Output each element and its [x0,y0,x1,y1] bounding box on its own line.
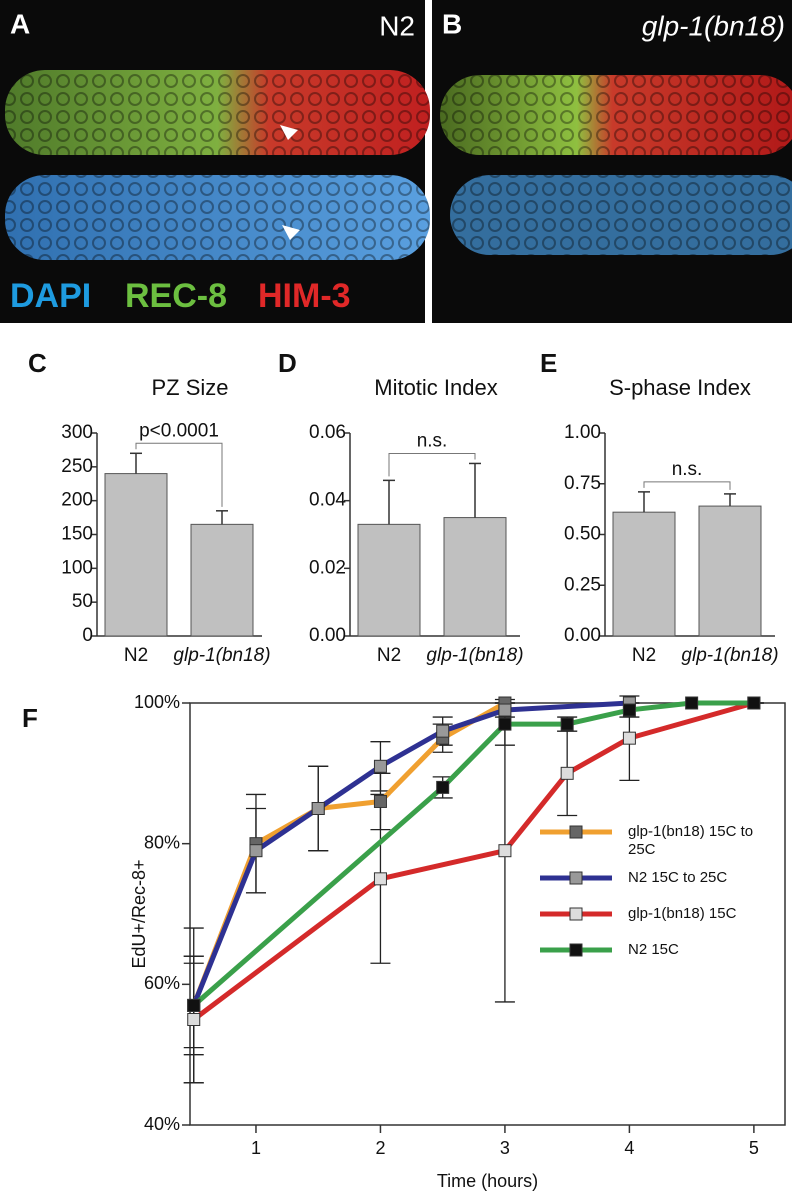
series-line [191,700,507,1007]
y-tick-label: 200 [61,490,93,511]
stain-label: DAPI [10,277,91,315]
data-point [622,731,636,745]
y-tick-label: 50 [72,591,93,612]
panel-label: E [540,348,557,378]
data-point [373,794,387,808]
significance-bracket [388,452,476,477]
legend-label: N2 15C [628,941,679,958]
x-tick-label: N2 [632,645,656,666]
panel-label: C [28,348,47,378]
data-point [622,703,636,717]
x-axis-title: Time (hours) [437,1171,538,1191]
legend-label: glp-1(bn18) 15C to 25C [628,823,754,858]
bar [443,517,507,637]
data-point [436,724,450,738]
y-tick-label: 0 [82,625,93,646]
legend-marker [569,907,583,921]
annotation: p<0.0001 [139,420,219,441]
y-tick-label: 60% [144,973,180,993]
y-tick-label: 0.06 [309,422,346,443]
y-tick-label: 0.75 [564,473,601,494]
x-tick-label: glp-1(bn18) [426,645,523,666]
data-point [187,998,201,1012]
image-panel-b [432,0,792,323]
significance-bracket [643,481,731,490]
strain-label: glp-1(bn18) [642,10,785,41]
bar [612,511,676,637]
data-point [311,802,325,815]
legend-marker [569,943,583,957]
data-point [436,780,450,794]
y-tick-label: 0.00 [309,625,346,646]
significance-bracket [135,442,223,507]
panel-label: F [22,703,38,733]
chart-title: PZ Size [151,375,228,400]
y-tick-label: 0.50 [564,524,601,545]
plot-frame [189,702,786,1126]
strain-label: N2 [379,10,415,41]
legend-marker [569,871,583,885]
x-tick-label: glp-1(bn18) [173,645,270,666]
y-tick-label: 0.25 [564,574,601,595]
x-tick-label: N2 [124,645,148,666]
y-tick-label: 0.02 [309,557,346,578]
panel-label: B [442,8,462,39]
y-tick-label: 100% [134,692,180,712]
y-tick-label: 300 [61,422,93,443]
x-tick-label: 5 [749,1138,759,1158]
data-point [747,696,761,710]
data-point [560,717,574,731]
annotation: n.s. [417,430,448,451]
data-point [373,759,387,773]
stain-label: REC-8 [125,277,227,315]
data-point [498,844,512,858]
y-tick-label: 100 [61,557,93,578]
y-tick-label: 1.00 [564,422,601,443]
y-tick-label: 250 [61,456,93,477]
y-tick-label: 0.00 [564,625,601,646]
bar [357,523,421,637]
panel-label: D [278,348,297,378]
image-panel-a [0,0,430,323]
y-tick-label: 80% [144,832,180,852]
bar [698,505,762,637]
x-tick-label: 3 [500,1138,510,1158]
y-tick-label: 150 [61,524,93,545]
x-tick-label: 1 [251,1138,261,1158]
x-tick-label: 4 [624,1138,634,1158]
data-point [498,717,512,731]
bar [190,523,254,637]
data-point [187,1013,201,1026]
legend-label: N2 15C to 25C [628,869,728,886]
x-tick-label: glp-1(bn18) [681,645,778,666]
y-axis-title: EdU+/Rec-8+ [129,859,149,968]
y-tick-label: 40% [144,1114,180,1134]
chart-title: Mitotic Index [374,375,498,400]
bar [104,473,168,637]
stain-label: HIM-3 [258,277,351,315]
x-tick-label: N2 [377,645,401,666]
chart-title: S-phase Index [609,375,751,400]
data-point [498,703,512,717]
x-tick-label: 2 [375,1138,385,1158]
data-point [373,872,387,886]
annotation: n.s. [672,459,703,480]
panel-label: A [10,8,30,39]
y-tick-label: 0.04 [309,490,346,511]
legend-label: glp-1(bn18) 15C [628,905,737,922]
data-point [685,696,699,710]
series-line [192,700,755,1022]
data-point [560,766,574,780]
data-point [249,844,263,858]
legend-marker [569,825,583,839]
